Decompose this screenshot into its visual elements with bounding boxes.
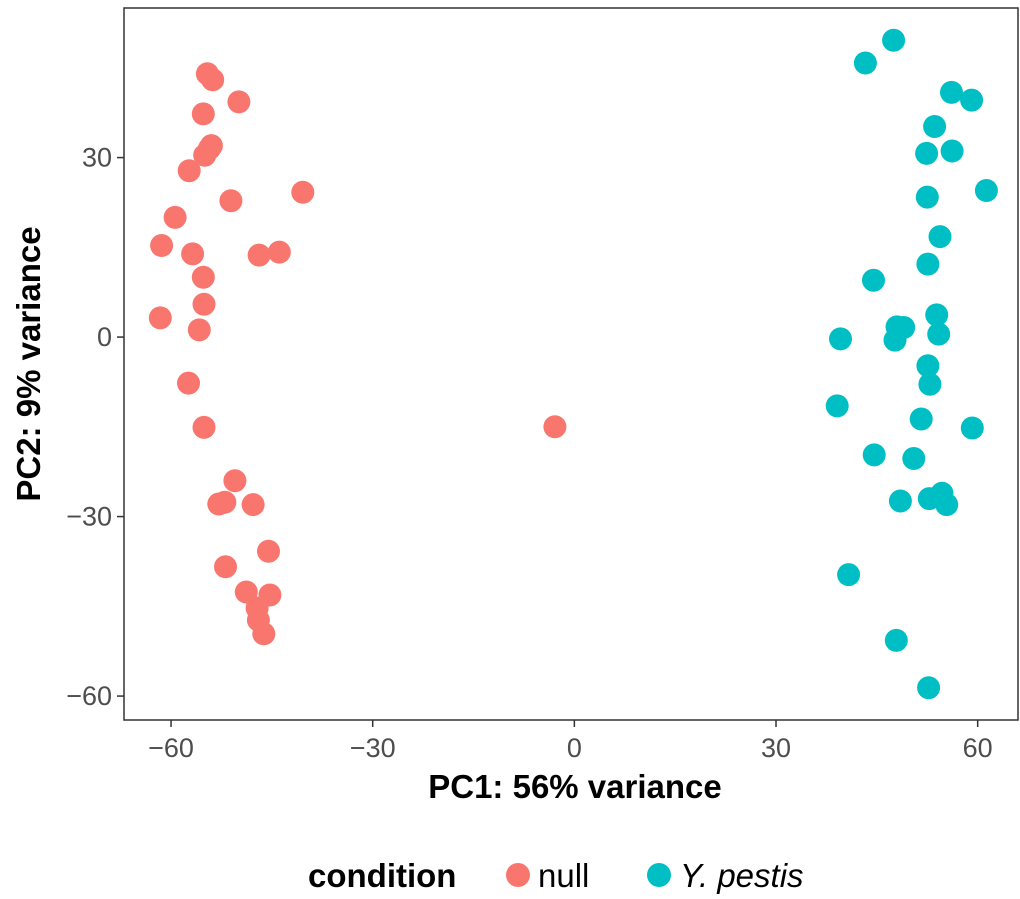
- y-tick-label: 0: [97, 322, 112, 352]
- point-y-pestis-19: [918, 372, 942, 396]
- point-null-8: [291, 180, 315, 204]
- point-y-pestis-28: [935, 493, 959, 517]
- point-y-pestis-25: [888, 489, 912, 513]
- point-y-pestis-12: [925, 303, 949, 327]
- x-tick-label: 30: [761, 733, 791, 763]
- point-y-pestis-17: [829, 327, 852, 351]
- point-y-pestis-9: [928, 225, 952, 249]
- point-y-pestis-11: [862, 268, 885, 292]
- point-y-pestis-15: [927, 322, 951, 346]
- legend-label-y-pestis: Y. pestis: [680, 857, 804, 894]
- point-y-pestis-6: [940, 139, 964, 163]
- point-y-pestis-29: [837, 563, 861, 587]
- point-y-pestis-10: [916, 252, 940, 276]
- point-y-pestis-22: [960, 416, 984, 440]
- x-tick-label: 0: [567, 733, 582, 763]
- legend: condition null Y. pestis: [308, 857, 804, 894]
- point-y-pestis-31: [917, 676, 941, 700]
- point-null-14: [267, 240, 291, 264]
- x-tick-label: −60: [148, 733, 194, 763]
- point-y-pestis-1: [853, 51, 877, 75]
- point-y-pestis-4: [923, 115, 947, 138]
- point-null-3: [191, 102, 215, 126]
- point-y-pestis-21: [909, 407, 933, 431]
- x-axis-title: PC1: 56% variance: [428, 768, 722, 805]
- point-y-pestis-8: [915, 185, 939, 209]
- point-y-pestis-20: [825, 394, 849, 418]
- point-null-10: [163, 205, 187, 229]
- y-tick-label: −30: [66, 502, 112, 532]
- legend-label-null: null: [538, 857, 589, 894]
- x-tick-label: −30: [350, 733, 396, 763]
- point-null-16: [192, 292, 216, 316]
- y-tick-label: 30: [82, 143, 112, 173]
- point-null-19: [177, 371, 200, 395]
- point-null-26: [257, 539, 280, 563]
- point-null-20: [192, 415, 216, 439]
- legend-swatch-null: [506, 863, 530, 887]
- point-null-7: [177, 159, 201, 183]
- point-null-15: [191, 265, 215, 289]
- point-null-18: [187, 318, 211, 342]
- point-null-12: [181, 242, 205, 266]
- point-null-2: [227, 90, 251, 114]
- point-null-9: [219, 189, 243, 213]
- point-y-pestis-7: [974, 179, 998, 202]
- point-null-11: [150, 234, 174, 257]
- y-tick-label: −60: [66, 681, 112, 711]
- y-axis: −60 −30 0 30: [66, 143, 124, 711]
- point-y-pestis-18: [916, 354, 940, 378]
- point-null-13: [247, 243, 271, 267]
- point-null-6: [193, 143, 217, 167]
- point-null-27: [214, 555, 237, 579]
- point-null-22: [223, 469, 247, 493]
- point-y-pestis-5: [915, 141, 939, 165]
- points-layer: [148, 28, 998, 700]
- point-null-32: [252, 622, 276, 646]
- point-null-17: [148, 306, 172, 330]
- point-y-pestis-24: [902, 447, 926, 470]
- legend-swatch-y-pestis: [647, 863, 671, 887]
- x-tick-label: 60: [963, 733, 993, 763]
- point-y-pestis-16: [883, 328, 907, 352]
- point-y-pestis-30: [884, 628, 908, 652]
- point-null-1: [201, 68, 225, 92]
- x-axis: −60 −30 0 30 60: [148, 720, 993, 763]
- point-y-pestis-3: [960, 88, 984, 112]
- point-null-28: [234, 580, 258, 604]
- point-null-21: [543, 415, 567, 439]
- point-y-pestis-2: [940, 80, 963, 104]
- legend-title: condition: [308, 857, 456, 894]
- y-axis-title: PC2: 9% variance: [10, 226, 47, 501]
- point-null-24: [213, 490, 237, 514]
- point-y-pestis-23: [862, 443, 886, 467]
- point-null-25: [241, 493, 265, 517]
- point-y-pestis-0: [882, 28, 906, 52]
